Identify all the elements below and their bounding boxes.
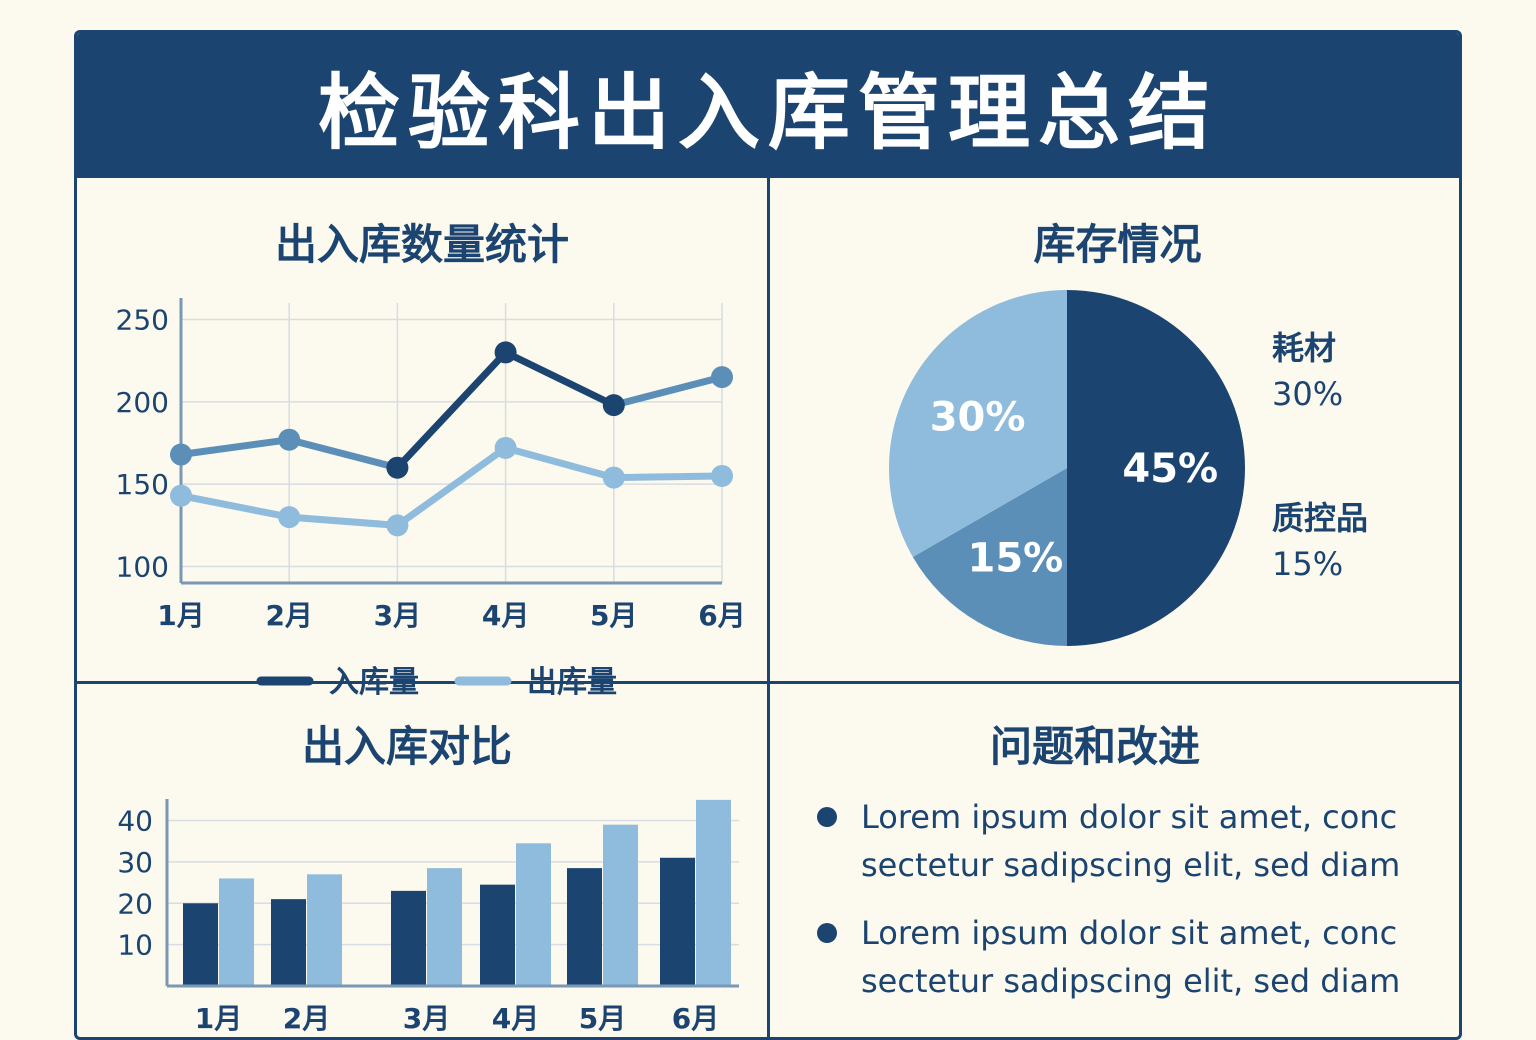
bar xyxy=(427,868,462,986)
issues-list: Lorem ipsum dolor sit amet, conc sectetu… xyxy=(817,793,1437,1025)
in-data-point xyxy=(386,456,409,479)
pie-label-name: 质控品 xyxy=(1272,499,1369,537)
y-tick-label: 100 xyxy=(116,551,169,584)
dashboard-frame: 检验科出入库管理总结 出入库数量统计 库存情况 出入库对比 问题和改进 100 1… xyxy=(74,30,1462,1040)
title-bar: 检验科出入库管理总结 xyxy=(77,33,1459,178)
bullet-icon xyxy=(817,923,837,943)
legend-label-in: 入库量 xyxy=(329,665,419,698)
in-series-segment xyxy=(177,436,293,459)
x-tick-label: 5月 xyxy=(590,599,637,632)
pie-label-consumables: 耗材 30% xyxy=(1272,325,1343,417)
x-tick-label: 2月 xyxy=(283,1002,330,1035)
legend-label-out: 出库量 xyxy=(527,665,617,698)
list-item-line: Lorem ipsum dolor sit amet, conc xyxy=(861,798,1398,836)
in-series-segment xyxy=(393,348,510,472)
bar xyxy=(307,874,342,986)
y-tick-label: 250 xyxy=(116,303,169,336)
list-item: Lorem ipsum dolor sit amet, conc sectetu… xyxy=(817,909,1437,1005)
out-data-point xyxy=(494,436,517,459)
in-data-point xyxy=(711,366,733,389)
bar xyxy=(567,868,602,986)
y-tick-label: 30 xyxy=(117,846,153,879)
pie-label-qc: 质控品 15% xyxy=(1272,495,1368,587)
out-data-point xyxy=(602,466,625,489)
pie-slice-label: 45% xyxy=(1122,446,1218,492)
y-tick-label: 150 xyxy=(116,468,169,501)
x-tick-label: 2月 xyxy=(265,599,312,632)
bar xyxy=(391,890,426,986)
pie-label-value: 30% xyxy=(1272,375,1344,413)
bar xyxy=(271,899,306,986)
pie-slice-label: 30% xyxy=(930,394,1026,440)
list-item: Lorem ipsum dolor sit amet, conc sectetu… xyxy=(817,793,1437,889)
pie-chart-title: 库存情况 xyxy=(1033,220,1202,269)
vertical-divider xyxy=(767,178,770,1037)
x-tick-label: 5月 xyxy=(579,1002,626,1035)
x-tick-label: 4月 xyxy=(482,599,529,632)
out-series-line xyxy=(177,444,726,529)
horizontal-divider xyxy=(77,681,1459,684)
bar xyxy=(696,799,731,986)
list-item-text: Lorem ipsum dolor sit amet, conc sectetu… xyxy=(861,909,1400,1005)
bar xyxy=(480,884,515,986)
pie-label-name: 耗材 xyxy=(1272,329,1337,367)
x-tick-label: 4月 xyxy=(492,1002,539,1035)
out-data-point xyxy=(711,464,733,487)
out-data-point xyxy=(386,514,409,537)
bar xyxy=(516,843,551,986)
out-data-point xyxy=(278,506,301,529)
bullet-icon xyxy=(817,807,837,827)
y-tick-label: 40 xyxy=(117,805,153,838)
in-data-point xyxy=(494,341,517,364)
pie-slice xyxy=(889,290,1067,557)
in-data-point xyxy=(602,394,625,417)
in-series-segment xyxy=(610,373,726,409)
y-tick-label: 200 xyxy=(116,386,169,419)
x-tick-label: 3月 xyxy=(403,1002,450,1035)
x-tick-label: 1月 xyxy=(157,599,204,632)
pie-slice xyxy=(1067,290,1245,646)
bar xyxy=(219,878,254,986)
pie-chart: 45% 15% 30% xyxy=(889,290,1245,646)
in-data-point xyxy=(278,428,301,451)
x-tick-label: 6月 xyxy=(672,1002,719,1035)
list-item-line: sectetur sadipscing elit, sed diam xyxy=(861,962,1401,1000)
y-tick-label: 20 xyxy=(117,887,153,920)
list-item-text: Lorem ipsum dolor sit amet, conc sectetu… xyxy=(861,793,1400,889)
in-series-segment xyxy=(285,436,401,472)
in-data-point xyxy=(170,443,192,466)
bar xyxy=(660,857,695,986)
list-item-line: Lorem ipsum dolor sit amet, conc xyxy=(861,914,1398,952)
issues-title: 问题和改进 xyxy=(989,722,1200,771)
x-tick-label: 3月 xyxy=(374,599,421,632)
list-item-line: sectetur sadipscing elit, sed diam xyxy=(861,846,1401,884)
x-tick-label: 1月 xyxy=(195,1002,242,1035)
pie-slice-label: 15% xyxy=(968,535,1064,581)
in-series-segment xyxy=(502,348,618,409)
out-data-point xyxy=(170,484,192,507)
line-chart-title: 出入库数量统计 xyxy=(274,220,569,269)
bar-chart: 10 20 30 40 1月 2月 3月 4月 5月 6月 xyxy=(117,799,739,1035)
bar xyxy=(603,824,638,986)
x-tick-label: 6月 xyxy=(698,599,745,632)
pie-slice xyxy=(912,468,1067,646)
pie-label-value: 15% xyxy=(1272,545,1344,583)
page-title: 检验科出入库管理总结 xyxy=(317,66,1218,161)
y-tick-label: 10 xyxy=(117,929,153,962)
bar-chart-title: 出入库对比 xyxy=(301,722,512,771)
bar xyxy=(183,903,218,986)
